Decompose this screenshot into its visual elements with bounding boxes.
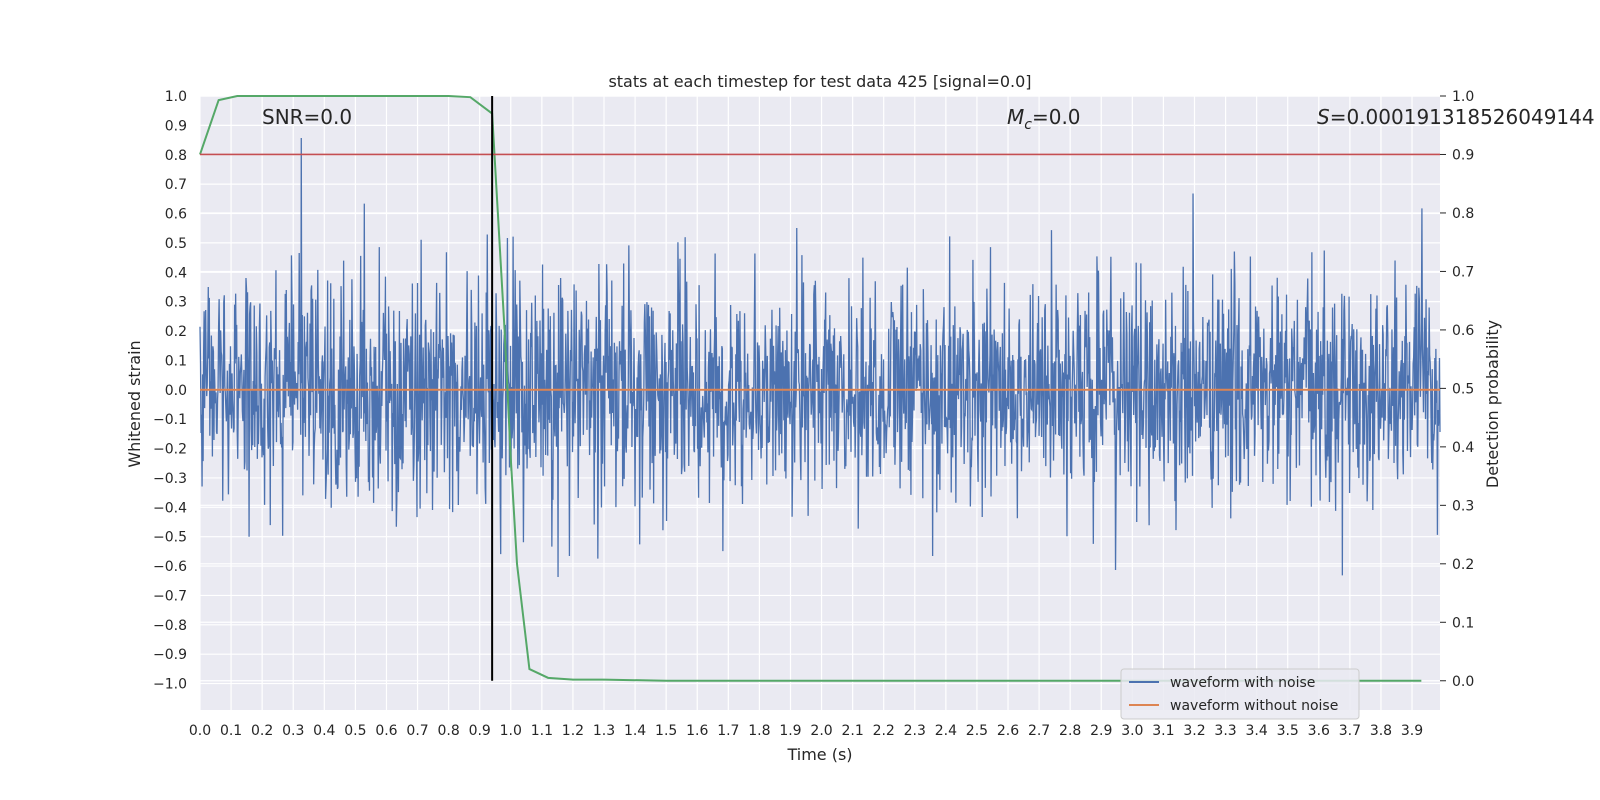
y-tick-label: 0.6 bbox=[165, 207, 187, 223]
s-annotation: S=0.000191318526049144 bbox=[1317, 105, 1595, 129]
x-tick-label: 0.2 bbox=[251, 723, 273, 739]
x-tick-label: 3.6 bbox=[1308, 723, 1330, 739]
y-tick-label: 0.1 bbox=[165, 353, 187, 369]
s-symbol: S bbox=[1317, 105, 1330, 129]
snr-annotation: SNR=0.0 bbox=[262, 105, 352, 129]
y-tick-label: 0.8 bbox=[165, 148, 187, 164]
x-tick-label: 2.2 bbox=[873, 723, 895, 739]
y-axis-label: Whitened strain bbox=[125, 340, 144, 467]
series-detection-probability bbox=[199, 95, 1422, 682]
y2-tick-label: 0.9 bbox=[1452, 147, 1474, 163]
y2-tick-label: 0.7 bbox=[1452, 264, 1474, 280]
y-tick-label: 0.9 bbox=[165, 118, 187, 134]
y-tick-label: −1.0 bbox=[153, 677, 187, 693]
x-tick-label: 0.4 bbox=[313, 723, 335, 739]
legend-box bbox=[1120, 668, 1360, 720]
y-tick-label: −0.3 bbox=[153, 471, 187, 487]
legend-label-noise: waveform with noise bbox=[1170, 675, 1315, 691]
y-tick-label: 0.0 bbox=[165, 383, 187, 399]
x-tick-label: 3.8 bbox=[1370, 723, 1392, 739]
x-tick-label: 1.2 bbox=[562, 723, 584, 739]
x-tick-label: 2.1 bbox=[841, 723, 863, 739]
chart-title: stats at each timestep for test data 425… bbox=[608, 72, 1031, 91]
x-tick-label: 1.6 bbox=[686, 723, 708, 739]
x-tick-label: 2.3 bbox=[904, 723, 926, 739]
x-tick-label: 0.0 bbox=[189, 723, 211, 739]
chirp-mass-symbol: M bbox=[1007, 105, 1024, 129]
chirp-mass-subscript: c bbox=[1024, 117, 1032, 133]
y-tick-label: 0.2 bbox=[165, 324, 187, 340]
y2-tick-label: 0.4 bbox=[1452, 440, 1474, 456]
y2-tick-label: 0.6 bbox=[1452, 323, 1474, 339]
x-tick-label: 1.8 bbox=[748, 723, 770, 739]
x-axis-label: Time (s) bbox=[786, 745, 852, 764]
y2-tick-label: 0.1 bbox=[1452, 615, 1474, 631]
x-tick-label: 2.4 bbox=[935, 723, 957, 739]
y-tick-label: 0.4 bbox=[165, 265, 187, 281]
y2-tick-label: 0.0 bbox=[1452, 674, 1474, 690]
y-tick-label: −0.9 bbox=[153, 647, 187, 663]
y2-axis-ticks: 0.0 0.1 0.2 0.3 0.4 0.5 0.6 0.7 0.8 0.9 1.0 bbox=[1440, 89, 1474, 690]
x-tick-label: 2.5 bbox=[966, 723, 988, 739]
x-tick-label: 1.5 bbox=[655, 723, 677, 739]
x-tick-label: 0.6 bbox=[375, 723, 397, 739]
x-tick-label: 3.0 bbox=[1121, 723, 1143, 739]
x-tick-label: 2.9 bbox=[1090, 723, 1112, 739]
y-tick-label: 1.0 bbox=[165, 89, 187, 105]
series-waveform-with-noise bbox=[199, 137, 1441, 577]
x-tick-label: 0.7 bbox=[406, 723, 428, 739]
chirp-mass-annotation: Mc=0.0 bbox=[1007, 105, 1081, 133]
x-tick-label: 2.0 bbox=[810, 723, 832, 739]
y2-tick-label: 0.3 bbox=[1452, 498, 1474, 514]
x-tick-label: 1.1 bbox=[531, 723, 553, 739]
chirp-mass-value: =0.0 bbox=[1032, 105, 1081, 129]
y2-axis-label: Detection probability bbox=[1483, 320, 1502, 488]
x-tick-label: 0.5 bbox=[344, 723, 366, 739]
x-tick-label: 1.4 bbox=[624, 723, 646, 739]
x-tick-label: 2.7 bbox=[1028, 723, 1050, 739]
y2-tick-label: 1.0 bbox=[1452, 89, 1474, 105]
y-tick-label: −0.6 bbox=[153, 559, 187, 575]
x-tick-label: 0.8 bbox=[437, 723, 459, 739]
y-tick-label: −0.7 bbox=[153, 588, 187, 604]
y-tick-label: −0.1 bbox=[153, 412, 187, 428]
noise-waveform-path bbox=[199, 137, 1441, 577]
x-tick-label: 3.2 bbox=[1183, 723, 1205, 739]
detection-probability-path bbox=[199, 95, 1422, 682]
x-tick-label: 1.9 bbox=[779, 723, 801, 739]
y-tick-label: 0.7 bbox=[165, 177, 187, 193]
x-tick-label: 1.0 bbox=[500, 723, 522, 739]
y2-tick-label: 0.2 bbox=[1452, 557, 1474, 573]
y2-tick-label: 0.8 bbox=[1452, 206, 1474, 222]
x-tick-label: 0.9 bbox=[469, 723, 491, 739]
legend: waveform with noise waveform without noi… bbox=[1120, 668, 1360, 720]
y-tick-label: −0.2 bbox=[153, 442, 187, 458]
x-tick-label: 3.1 bbox=[1152, 723, 1174, 739]
x-tick-label: 0.3 bbox=[282, 723, 304, 739]
x-tick-label: 0.1 bbox=[220, 723, 242, 739]
x-tick-label: 2.8 bbox=[1059, 723, 1081, 739]
y-tick-label: −0.4 bbox=[153, 500, 187, 516]
y-tick-label: −0.5 bbox=[153, 530, 187, 546]
x-tick-label: 3.7 bbox=[1339, 723, 1361, 739]
x-tick-label: 3.9 bbox=[1401, 723, 1423, 739]
x-axis-ticks: 0.0 0.1 0.2 0.3 0.4 0.5 0.6 0.7 0.8 0.9 1.0 1.1 1.2 1… bbox=[189, 723, 1423, 739]
x-tick-label: 3.4 bbox=[1246, 723, 1268, 739]
legend-label-clean: waveform without noise bbox=[1170, 698, 1338, 714]
x-tick-label: 1.3 bbox=[593, 723, 615, 739]
s-value: =0.000191318526049144 bbox=[1330, 105, 1595, 129]
y2-tick-label: 0.5 bbox=[1452, 381, 1474, 397]
y-tick-label: −0.8 bbox=[153, 618, 187, 634]
x-tick-label: 1.7 bbox=[717, 723, 739, 739]
y-axis-ticks: −1.0 −0.9 −0.8 −0.7 −0.6 −0.5 −0.4 −0.3 −0.2 −0.1… bbox=[153, 89, 187, 693]
x-tick-label: 3.5 bbox=[1277, 723, 1299, 739]
x-tick-label: 2.6 bbox=[997, 723, 1019, 739]
y-tick-label: 0.3 bbox=[165, 295, 187, 311]
x-tick-label: 3.3 bbox=[1214, 723, 1236, 739]
y-tick-label: 0.5 bbox=[165, 236, 187, 252]
